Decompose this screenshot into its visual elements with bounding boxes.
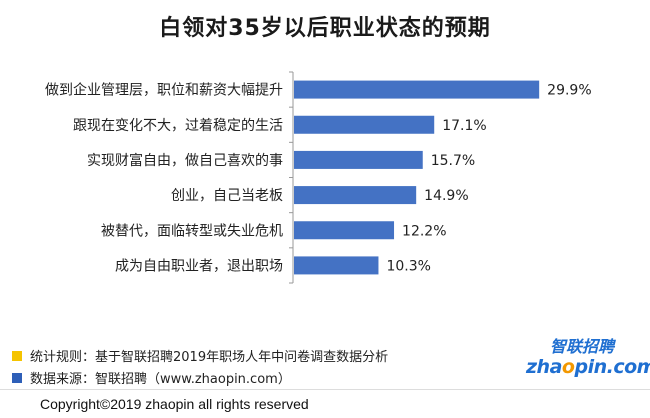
chart-title: 白领对35岁以后职业状态的预期 — [159, 16, 491, 41]
blue-square-icon — [12, 372, 22, 383]
zhaopin-logo: 智联招聘 zhaopin.com — [526, 337, 650, 382]
data-label: 17.1% — [442, 118, 486, 134]
rule-label: 统计规则：基于智联招聘2019年职场人年中问卷调查数据分析 — [30, 350, 389, 365]
rule-note: 统计规则：基于智联招聘2019年职场人年中问卷调查数据分析 — [12, 346, 388, 365]
bar — [294, 115, 435, 134]
category-label: 实现财富自由，做自己喜欢的事 — [87, 152, 283, 169]
data-label: 29.9% — [547, 83, 591, 99]
source-note: 数据来源：智联招聘（www.zhaopin.com） — [12, 368, 291, 387]
bar — [294, 80, 540, 99]
category-label: 创业，自己当老板 — [171, 188, 283, 204]
copyright-bar: Copyright©2019 zhaopin all rights reserv… — [0, 389, 650, 418]
category-label: 跟现在变化不大，过着稳定的生活 — [73, 118, 283, 134]
logo-en-o: o — [561, 356, 575, 378]
bar — [294, 256, 379, 275]
source-label: 数据来源：智联招聘（www.zhaopin.com） — [30, 372, 291, 387]
logo-en-suffix: pin.com — [574, 356, 650, 378]
data-label: 10.3% — [386, 258, 430, 274]
data-label: 12.2% — [402, 223, 446, 239]
logo-en-text: zhaopin.com — [526, 356, 650, 378]
category-label: 被替代，面临转型或失业危机 — [101, 223, 283, 239]
bar — [294, 221, 395, 240]
bar — [294, 150, 423, 169]
bar-chart: 做到企业管理层，职位和薪资大幅提升 29.9% 跟现在变化不大，过着稳定的生活 17.… — [45, 71, 592, 284]
chart-card: 白领对35岁以后职业状态的预期 做到企业管理层，职位和薪资大幅提升 29.9% 跟现… — [0, 16, 650, 389]
bar — [294, 186, 417, 205]
data-label: 14.9% — [424, 188, 468, 204]
logo-cn-text: 智联招聘 — [549, 337, 614, 356]
copyright-text: Copyright©2019 zhaopin all rights reserv… — [40, 396, 309, 412]
category-label: 成为自由职业者，退出职场 — [115, 258, 283, 274]
yellow-square-icon — [12, 350, 22, 361]
category-label: 做到企业管理层，职位和薪资大幅提升 — [45, 82, 283, 99]
logo-en-prefix: zha — [526, 356, 562, 378]
data-label: 15.7% — [431, 153, 475, 169]
footer-notes: 统计规则：基于智联招聘2019年职场人年中问卷调查数据分析 数据来源：智联招聘（… — [0, 341, 650, 389]
